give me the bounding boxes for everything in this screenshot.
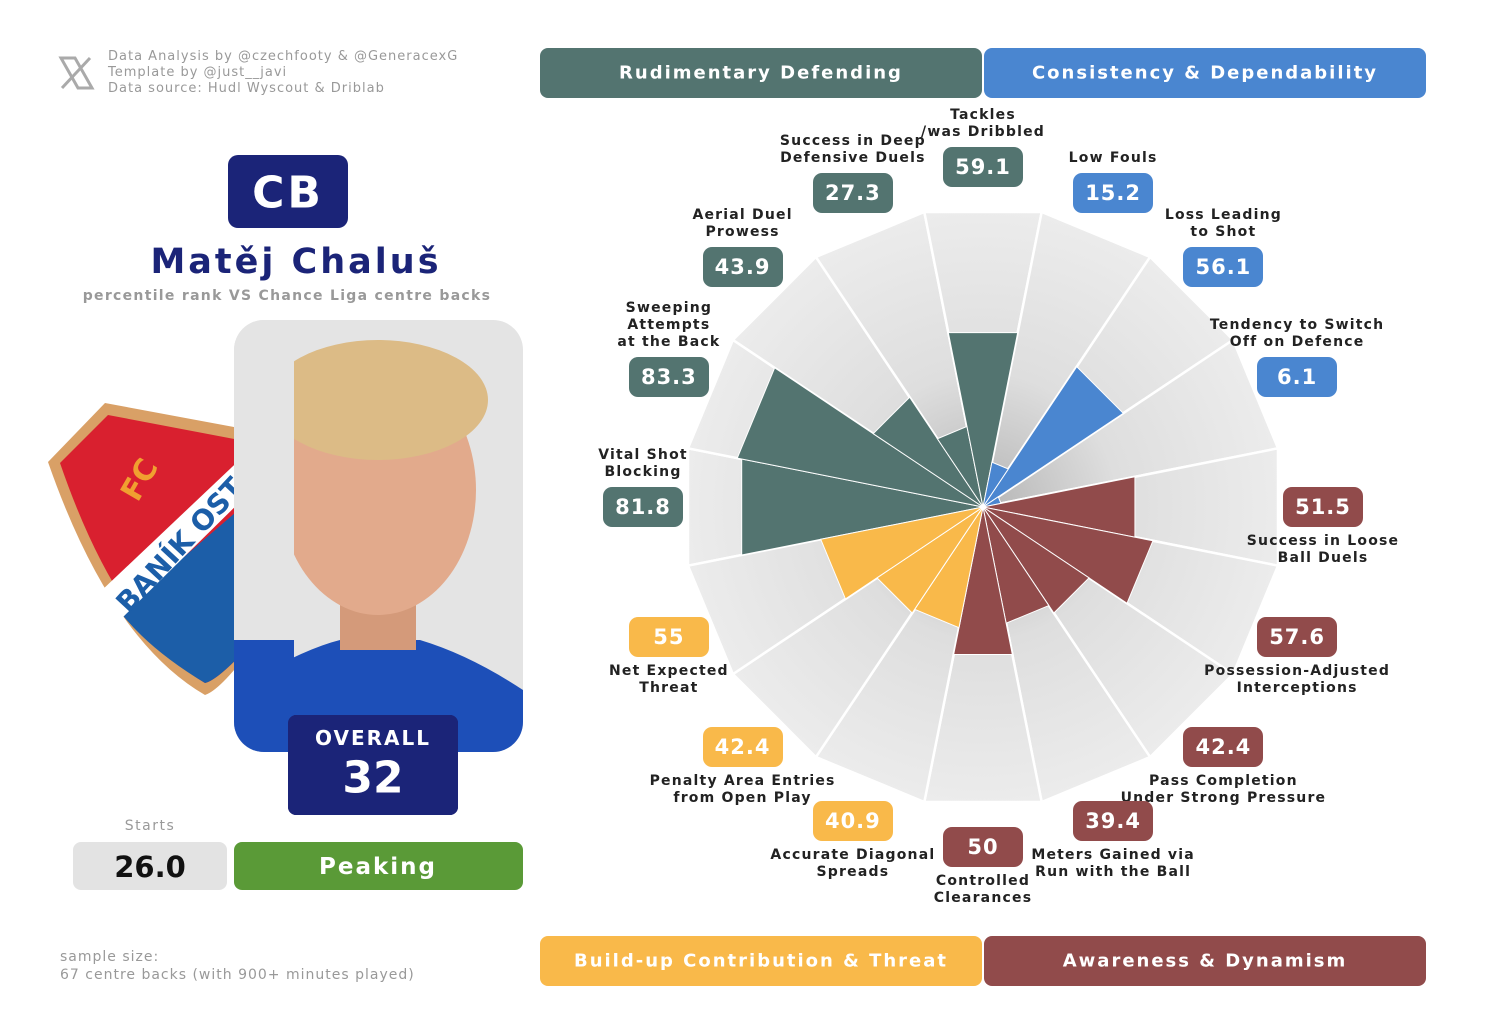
position: CB bbox=[252, 167, 324, 219]
starts-box bbox=[73, 842, 227, 890]
value-badge: 50 bbox=[943, 827, 1023, 867]
value-badge: 56.1 bbox=[1183, 246, 1264, 287]
category-label: Sweeping Attempts at the Back bbox=[617, 299, 721, 350]
group-header bbox=[984, 936, 1426, 986]
bar bbox=[982, 365, 1125, 508]
group-header-text: Rudimentary Defending bbox=[619, 62, 903, 84]
overall-label: OVERALL bbox=[315, 726, 431, 750]
category-label: Vital Shot Blocking bbox=[598, 447, 688, 480]
x-logo bbox=[58, 56, 95, 90]
credit: Data source: Hudl Wyscout & Driblab bbox=[108, 81, 385, 96]
overall-value: 32 bbox=[342, 752, 404, 804]
value-badge: 42.4 bbox=[1183, 727, 1264, 768]
category-label: Accurate Diagonal Spreads bbox=[770, 847, 936, 881]
chart bbox=[540, 48, 1426, 986]
category-label: Possession-Adjusted Interceptions bbox=[1204, 663, 1391, 697]
starts-label: Starts bbox=[124, 818, 176, 834]
category-label: Net Expected Threat bbox=[608, 663, 729, 697]
value-badge: 57.6 bbox=[1257, 617, 1338, 658]
sample-text: 67 centre backs (with 900+ minutes playe… bbox=[60, 967, 415, 983]
category-label: Meters Gained via Run with the Ball bbox=[1031, 847, 1195, 881]
value-badge: 83.3 bbox=[628, 356, 709, 397]
status-box bbox=[234, 842, 523, 890]
group-header bbox=[540, 48, 982, 98]
category-label: Aerial Duel Prowess bbox=[692, 206, 793, 240]
value-badge: 40.9 bbox=[812, 801, 893, 842]
position-box bbox=[228, 155, 348, 228]
category-label: Tendency to Switch Off on Defence bbox=[1209, 316, 1385, 350]
group-header-text: Consistency & Dependability bbox=[1031, 62, 1379, 84]
value-badge: 55 bbox=[628, 617, 709, 658]
category-label: Success in Deep Defensive Duels bbox=[779, 132, 926, 166]
category-label: Penalty Area Entries from Open Play bbox=[649, 773, 836, 807]
value-badge: 42.4 bbox=[702, 727, 783, 768]
player-name: Matěj Chaluš bbox=[150, 242, 442, 282]
value-badge: 27.3 bbox=[812, 172, 893, 213]
group-header-text: Build-up Contribution & Threat bbox=[573, 950, 949, 972]
starts-value: 26.0 bbox=[114, 850, 186, 884]
bar bbox=[947, 332, 1019, 508]
club-crest bbox=[48, 403, 250, 695]
value-badge: 81.8 bbox=[603, 487, 683, 527]
sample-text: sample size: bbox=[60, 949, 160, 965]
group-header bbox=[984, 48, 1426, 98]
group-header-text: Awareness & Dynamism bbox=[1062, 950, 1348, 972]
category-label: Low Fouls bbox=[1068, 149, 1158, 166]
status: Peaking bbox=[319, 854, 437, 880]
subtitle: percentile rank VS Chance Liga centre ba… bbox=[82, 288, 492, 304]
value-badge: 6.1 bbox=[1257, 356, 1338, 397]
credit: Data Analysis by @czechfooty & @Generace… bbox=[108, 49, 459, 64]
value-badge: 15.2 bbox=[1073, 172, 1154, 213]
category-label: Controlled Clearances bbox=[933, 873, 1033, 906]
bar bbox=[820, 506, 984, 600]
value-badge: 51.5 bbox=[1283, 487, 1363, 527]
category-label: Tackles /was Dribbled bbox=[921, 107, 1045, 140]
category-label: Success in Loose Ball Duels bbox=[1246, 533, 1400, 566]
value-badge: 59.1 bbox=[943, 147, 1023, 187]
category-label: Loss Leading to Shot bbox=[1164, 206, 1282, 240]
category-label: Pass Completion Under Strong Pressure bbox=[1120, 773, 1327, 807]
value-badge: 39.4 bbox=[1073, 801, 1154, 842]
group-header bbox=[540, 936, 982, 986]
credit: Template by @just__javi bbox=[108, 65, 288, 80]
value-badge: 43.9 bbox=[702, 246, 783, 287]
